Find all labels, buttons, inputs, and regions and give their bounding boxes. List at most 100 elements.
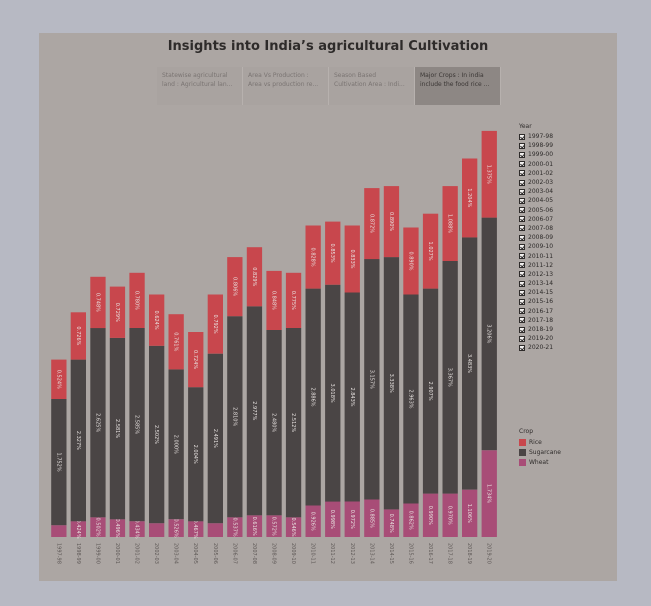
bar-sugarcane-2007-08[interactable]: [246, 306, 263, 516]
bar-wheat-1998-99[interactable]: [70, 521, 86, 537]
checkbox-checked-icon[interactable]: [519, 243, 525, 250]
bar-wheat-2007-08[interactable]: [246, 515, 263, 537]
checkbox-checked-icon[interactable]: [519, 179, 525, 186]
bar-sugarcane-2004-05[interactable]: [188, 387, 204, 522]
bar-rice-2016-17[interactable]: [422, 213, 439, 289]
checkbox-checked-icon[interactable]: [519, 225, 525, 232]
year-filter-item[interactable]: 2013-14: [519, 279, 599, 288]
bar-rice-2005-06[interactable]: [207, 294, 223, 354]
bar-sugarcane-2014-15[interactable]: [383, 257, 400, 510]
year-filter-item[interactable]: 2014-15: [519, 288, 599, 297]
bar-sugarcane-2016-17[interactable]: [422, 288, 439, 494]
year-filter-item[interactable]: 2019-20: [519, 334, 599, 343]
bar-rice-2019-20[interactable]: [481, 130, 497, 218]
bar-wheat-2019-20[interactable]: [481, 450, 497, 537]
bar-sugarcane-1998-99[interactable]: [70, 359, 86, 522]
bar-wheat-2012-13[interactable]: [344, 501, 360, 538]
bar-rice-2011-12[interactable]: [325, 221, 341, 285]
year-filter-item[interactable]: 1999-00: [519, 150, 599, 159]
bar-rice-2001-02[interactable]: [129, 272, 145, 328]
year-filter-item[interactable]: 2009-10: [519, 242, 599, 251]
checkbox-checked-icon[interactable]: [519, 188, 525, 195]
crop-legend-item[interactable]: Wheat: [519, 457, 599, 467]
bar-rice-1998-99[interactable]: [70, 312, 86, 360]
bar-sugarcane-2011-12[interactable]: [325, 284, 341, 502]
year-filter-item[interactable]: 2008-09: [519, 233, 599, 242]
checkbox-checked-icon[interactable]: [519, 298, 525, 305]
bar-wheat-2001-02[interactable]: [129, 521, 145, 537]
year-filter-item[interactable]: 2002-03: [519, 178, 599, 187]
tab-area-vs-production[interactable]: Area Vs Production : Area vs production …: [243, 67, 329, 105]
checkbox-checked-icon[interactable]: [519, 289, 525, 296]
bar-wheat-1997-98[interactable]: [51, 525, 67, 537]
checkbox-checked-icon[interactable]: [519, 253, 525, 260]
bar-rice-2018-19[interactable]: [462, 158, 478, 238]
bar-rice-2000-01[interactable]: [109, 286, 126, 338]
bar-wheat-2018-19[interactable]: [462, 489, 478, 537]
bar-rice-2008-09[interactable]: [266, 270, 282, 330]
bar-wheat-2010-11[interactable]: [305, 505, 321, 538]
year-filter-item[interactable]: 2004-05: [519, 196, 599, 205]
checkbox-checked-icon[interactable]: [519, 326, 525, 333]
bar-wheat-1999-00[interactable]: [90, 517, 106, 537]
bar-sugarcane-1997-98[interactable]: [51, 399, 67, 526]
year-filter-item[interactable]: 2000-01: [519, 160, 599, 169]
bar-sugarcane-2009-10[interactable]: [285, 328, 302, 518]
bar-wheat-2005-06[interactable]: [207, 523, 223, 537]
bar-sugarcane-2012-13[interactable]: [344, 292, 360, 502]
bar-sugarcane-2008-09[interactable]: [266, 330, 282, 516]
year-filter-item[interactable]: 1998-99: [519, 141, 599, 150]
bar-rice-2004-05[interactable]: [188, 332, 204, 388]
checkbox-checked-icon[interactable]: [519, 197, 525, 204]
bar-wheat-2002-03[interactable]: [149, 523, 165, 537]
bar-rice-2002-03[interactable]: [149, 294, 165, 346]
bar-sugarcane-2001-02[interactable]: [129, 328, 145, 522]
crop-legend-item[interactable]: Rice: [519, 437, 599, 447]
checkbox-checked-icon[interactable]: [519, 207, 525, 214]
checkbox-checked-icon[interactable]: [519, 133, 525, 140]
checkbox-checked-icon[interactable]: [519, 234, 525, 241]
bar-sugarcane-2018-19[interactable]: [462, 237, 478, 490]
bar-rice-2013-14[interactable]: [364, 188, 380, 260]
bar-wheat-2016-17[interactable]: [422, 493, 439, 537]
bar-wheat-2013-14[interactable]: [364, 499, 380, 538]
year-filter-item[interactable]: 2018-19: [519, 325, 599, 334]
year-filter-item[interactable]: 2007-08: [519, 224, 599, 233]
bar-rice-2010-11[interactable]: [305, 225, 321, 289]
year-filter-item[interactable]: 2015-16: [519, 297, 599, 306]
bar-sugarcane-2019-20[interactable]: [481, 217, 497, 451]
bar-wheat-2000-01[interactable]: [109, 519, 126, 537]
bar-rice-2017-18[interactable]: [442, 186, 458, 261]
bar-rice-2012-13[interactable]: [344, 225, 360, 293]
bar-rice-1999-00[interactable]: [90, 276, 106, 329]
bar-rice-2007-08[interactable]: [246, 247, 263, 307]
bar-wheat-2006-07[interactable]: [227, 517, 243, 537]
year-filter-item[interactable]: 2017-18: [519, 316, 599, 325]
tab-season-based[interactable]: Season Based Cultivation Area : Indi...: [329, 67, 415, 105]
year-filter-item[interactable]: 2020-21: [519, 343, 599, 352]
year-filter-item[interactable]: 2003-04: [519, 187, 599, 196]
bar-rice-2015-16[interactable]: [403, 227, 419, 295]
bar-sugarcane-2017-18[interactable]: [442, 261, 458, 494]
bar-wheat-2017-18[interactable]: [442, 493, 458, 537]
bar-sugarcane-1999-00[interactable]: [90, 328, 106, 518]
bar-sugarcane-2002-03[interactable]: [149, 345, 165, 524]
bar-wheat-2008-09[interactable]: [266, 515, 282, 537]
stacked-bar-chart[interactable]: 1.752% 0.524% 1997-98 0.424% 2.327% 0.726% 199…: [39, 117, 509, 581]
bar-rice-2009-10[interactable]: [285, 272, 302, 328]
bar-wheat-2015-16[interactable]: [403, 503, 419, 538]
checkbox-checked-icon[interactable]: [519, 317, 525, 324]
checkbox-checked-icon[interactable]: [519, 262, 525, 269]
year-filter-item[interactable]: 2016-17: [519, 307, 599, 316]
checkbox-checked-icon[interactable]: [519, 161, 525, 168]
bar-sugarcane-2000-01[interactable]: [109, 337, 126, 520]
checkbox-checked-icon[interactable]: [519, 308, 525, 315]
year-filter-item[interactable]: 1997-98: [519, 132, 599, 141]
checkbox-checked-icon[interactable]: [519, 271, 525, 278]
year-filter-item[interactable]: 2011-12: [519, 261, 599, 270]
crop-legend-item[interactable]: Sugarcane: [519, 447, 599, 457]
checkbox-checked-icon[interactable]: [519, 142, 525, 149]
bar-rice-2003-04[interactable]: [168, 314, 184, 370]
year-filter-item[interactable]: 2012-13: [519, 270, 599, 279]
checkbox-checked-icon[interactable]: [519, 335, 525, 342]
